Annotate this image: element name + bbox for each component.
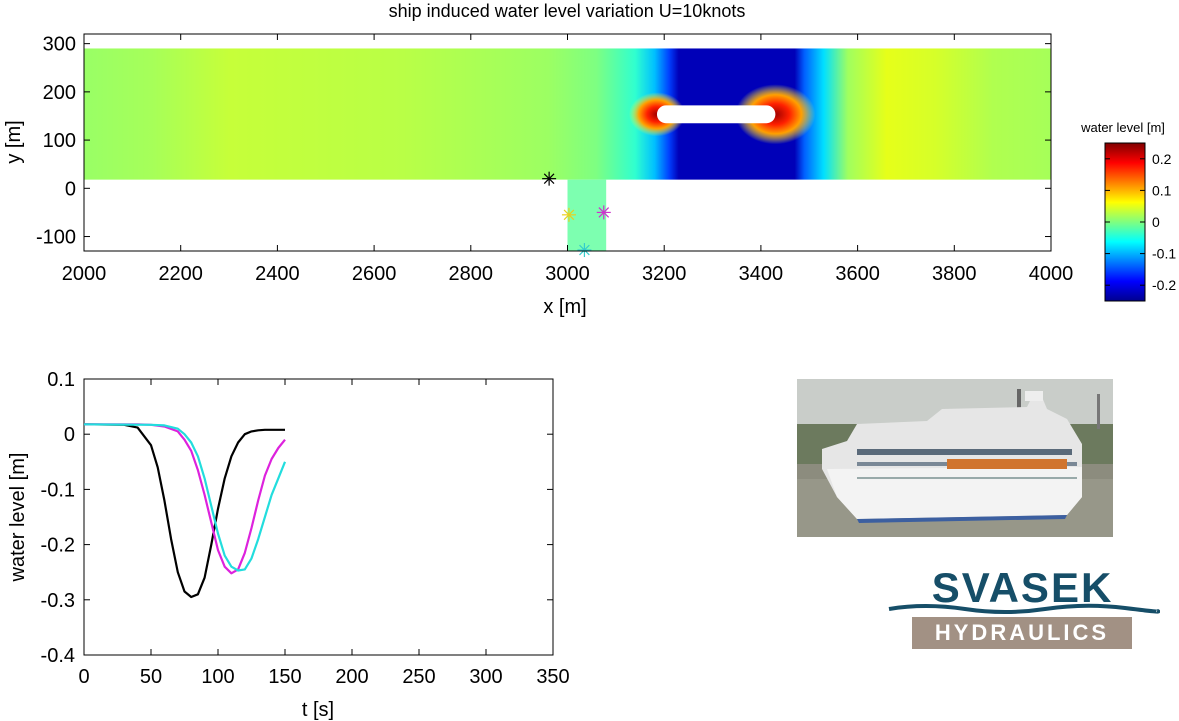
map-ytick-label: -100 (36, 227, 76, 249)
map-ylabel: y [m] (3, 120, 25, 163)
map-xtick-label: 2400 (255, 263, 300, 285)
line-series-group (83, 423, 287, 599)
map-xlabel: x [m] (543, 296, 586, 318)
map-xtick-label: 3000 (545, 263, 590, 285)
station-marker (542, 171, 557, 186)
map-ytick-label: 200 (43, 82, 76, 104)
line-xtick-label: 300 (469, 666, 502, 688)
colorbar: water level [m] 0.2 0.1 0 -0.1 -0.2 (1080, 120, 1176, 302)
line-xtick-label: 50 (140, 666, 162, 688)
line-xtick-label: 150 (268, 666, 301, 688)
series-line (84, 423, 286, 575)
water-level-map: 2000 2200 2400 2600 2800 3000 3200 3400 3600 3800… (3, 1, 1073, 318)
station-marker (561, 207, 576, 222)
colorbar-tick-label: 0.1 (1152, 182, 1172, 198)
colorbar-gradient (1104, 142, 1146, 302)
map-xtick-label: 2800 (449, 263, 494, 285)
line-xtick-label: 250 (402, 666, 435, 688)
line-xtick-label: 100 (201, 666, 234, 688)
line-ylabel: water level [m] (7, 453, 29, 583)
map-title: ship induced water level variation U=10k… (389, 1, 746, 21)
map-xtick-label: 2200 (158, 263, 203, 285)
map-ticks: 2000 2200 2400 2600 2800 3000 3200 3400 3600 3800… (36, 34, 1073, 285)
map-ytick-label: 0 (65, 178, 76, 200)
colorbar-label: water level [m] (1080, 120, 1165, 135)
line-xlabel: t [s] (302, 699, 334, 721)
map-xtick-label: 3200 (642, 263, 687, 285)
map-xtick-label: 2000 (62, 263, 107, 285)
colorbar-ticks: 0.2 0.1 0 -0.1 -0.2 (1105, 151, 1176, 293)
cruise-ship-photo (797, 379, 1113, 537)
marker-group (542, 171, 611, 258)
line-ytick-label: 0.1 (47, 369, 75, 391)
colorbar-tick-label: -0.2 (1152, 277, 1176, 293)
map-xtick-label: 3400 (739, 263, 784, 285)
colorbar-tick-label: 0 (1152, 214, 1160, 230)
colorbar-tick-label: 0.2 (1152, 151, 1172, 167)
station-marker (577, 243, 592, 258)
ship-shape (656, 105, 776, 124)
line-ytick-label: -0.3 (41, 590, 75, 612)
map-xtick-label: 2600 (352, 263, 397, 285)
line-xtick-label: 0 (78, 666, 89, 688)
series-line (83, 423, 287, 572)
line-axes-box (83, 378, 554, 656)
logo-bar (912, 617, 1132, 649)
line-ytick-label: -0.2 (41, 535, 75, 557)
series-line (83, 423, 285, 599)
line-ytick-label: 0 (64, 424, 75, 446)
line-ytick-label: -0.4 (41, 645, 75, 667)
map-xtick-label: 4000 (1029, 263, 1074, 285)
station-marker (596, 205, 611, 220)
channel-field (84, 48, 1051, 180)
line-xtick-label: 200 (335, 666, 368, 688)
map-ytick-label: 300 (43, 34, 76, 56)
line-xtick-label: 350 (536, 666, 569, 688)
line-ytick-label: -0.1 (41, 479, 75, 501)
svasek-hydraulics-logo: SVASEK HYDRAULICS (885, 565, 1160, 651)
map-xtick-label: 3800 (932, 263, 977, 285)
line-ticks: 0 50 100 150 200 250 300 350 0.1 0 -0.1 -0.2 -0.3 -0.… (41, 369, 570, 688)
water-level-timeseries: 0 50 100 150 200 250 300 350 0.1 0 -0.1 -0.2 -0.3 -0.… (7, 369, 570, 721)
logo-wave (888, 603, 1160, 614)
map-xtick-label: 3600 (835, 263, 880, 285)
logo-hydraulics: HYDRAULICS (934, 620, 1110, 645)
map-ytick-label: 100 (43, 130, 76, 152)
logo-svasek: SVASEK (931, 564, 1114, 611)
colorbar-tick-label: -0.1 (1152, 246, 1176, 262)
